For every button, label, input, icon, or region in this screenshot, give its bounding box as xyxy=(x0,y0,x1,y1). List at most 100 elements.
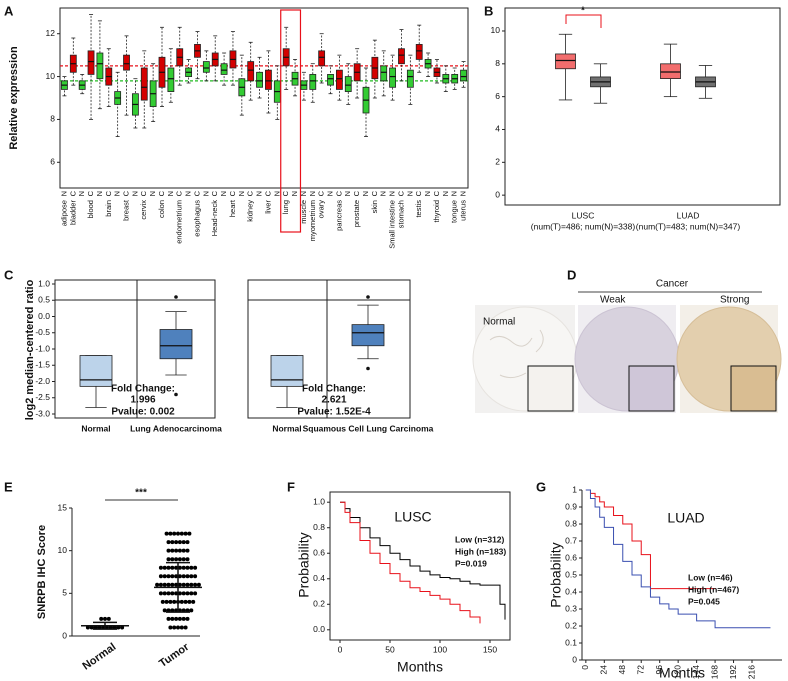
dot xyxy=(181,574,186,579)
box xyxy=(202,61,210,73)
group-label: ovary xyxy=(317,200,326,219)
dot xyxy=(174,574,179,579)
y-tick-label: 0.4 xyxy=(565,586,577,596)
box-label: N xyxy=(290,191,299,196)
y-axis-label: Relative expression xyxy=(8,46,20,150)
y-tick-label: -3.0 xyxy=(35,408,50,418)
box xyxy=(256,71,263,88)
dot xyxy=(176,531,180,536)
panel-label: C xyxy=(4,267,14,282)
group-label: stomach xyxy=(396,200,405,228)
tissue-texture xyxy=(489,329,544,379)
box xyxy=(351,324,385,347)
y-tick-label: 0.2 xyxy=(313,599,325,609)
box xyxy=(79,355,113,387)
box-label: N xyxy=(379,191,388,196)
y-tick-label: -2.5 xyxy=(35,392,50,402)
group-label: Squamous Cell Lung Carcinoma xyxy=(303,423,434,433)
dot xyxy=(181,548,186,553)
y-tick-label: 0.8 xyxy=(313,522,325,532)
inset xyxy=(527,365,574,412)
box xyxy=(318,50,326,67)
annotation: Fold Change: xyxy=(111,384,175,395)
y-tick-label: 0.8 xyxy=(565,518,577,528)
dot xyxy=(174,557,179,562)
dot xyxy=(174,582,179,587)
inset xyxy=(730,365,777,412)
y-tick-label: 2 xyxy=(495,157,500,167)
y-tick-label: 0 xyxy=(62,630,67,640)
group-label: blood xyxy=(86,200,95,218)
group-label: adipose xyxy=(59,200,68,226)
y-axis-label: Probability xyxy=(548,542,564,607)
box xyxy=(398,48,405,65)
group-label: skin xyxy=(370,200,379,213)
box-label: C xyxy=(317,190,326,196)
group-label: Lung Adenocarcinoma xyxy=(130,423,222,433)
x-tick-label: 72 xyxy=(635,665,645,675)
box xyxy=(389,67,397,88)
dot xyxy=(162,608,167,613)
dot xyxy=(196,582,201,587)
dot xyxy=(185,616,190,621)
dot xyxy=(172,599,177,604)
y-tick-label: -0.5 xyxy=(35,327,50,337)
y-tick-label: 12 xyxy=(46,28,56,38)
box-label: C xyxy=(352,190,361,196)
dot xyxy=(193,565,198,570)
dot xyxy=(170,548,175,553)
group-label: Normal xyxy=(81,423,110,433)
group-label: thyroid xyxy=(432,200,441,223)
annotation: P=0.019 xyxy=(455,558,487,568)
dot xyxy=(187,599,192,604)
box xyxy=(270,355,304,387)
dot xyxy=(183,531,188,536)
x-tick-label: 0 xyxy=(338,644,343,654)
dot xyxy=(162,582,167,587)
box xyxy=(87,50,95,75)
dot xyxy=(162,574,167,579)
box-label: C xyxy=(175,190,184,196)
box xyxy=(415,44,423,60)
box-label: C xyxy=(228,190,237,196)
box-label: N xyxy=(130,191,139,196)
annotation: *** xyxy=(135,488,147,499)
dot xyxy=(189,591,194,596)
dot xyxy=(189,565,194,570)
annotation: Pvalue: 0.002 xyxy=(111,407,175,418)
y-tick-label: 0.2 xyxy=(565,620,577,630)
box-label: N xyxy=(388,191,397,196)
dot xyxy=(158,565,163,570)
group-label: Small intestine xyxy=(388,200,397,249)
dot xyxy=(177,582,182,587)
group-note: (num(T)=483; num(N)=347) xyxy=(636,221,741,231)
dot xyxy=(179,531,184,536)
box xyxy=(140,67,148,101)
box-label: N xyxy=(441,191,450,196)
box xyxy=(309,74,317,90)
box xyxy=(660,63,681,79)
image-label: Strong xyxy=(720,295,749,306)
y-tick-label: 0.5 xyxy=(565,569,577,579)
group-label: prostate xyxy=(352,200,361,227)
dot xyxy=(189,608,194,613)
y-tick-label: 6 xyxy=(50,157,55,167)
dot xyxy=(183,625,188,630)
dot xyxy=(103,616,107,621)
x-tick-label: 48 xyxy=(617,665,627,675)
y-axis-label: SNRPB IHC Score xyxy=(36,525,48,619)
dot xyxy=(166,548,171,553)
panel-label: E xyxy=(4,479,13,494)
dot xyxy=(189,582,194,587)
outlier xyxy=(366,366,370,371)
box-label: N xyxy=(201,191,210,196)
box-label: C xyxy=(122,190,131,196)
box xyxy=(265,69,272,90)
box xyxy=(96,52,104,80)
y-tick-label: 8 xyxy=(495,58,500,68)
group-label: brain xyxy=(104,200,113,217)
box-label: N xyxy=(219,191,228,196)
group-label: heart xyxy=(228,199,237,217)
group-label: bladder xyxy=(68,200,77,226)
